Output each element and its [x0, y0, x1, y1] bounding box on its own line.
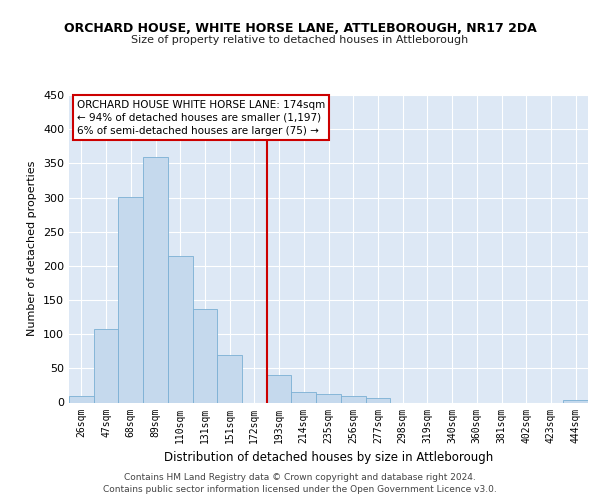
- Bar: [94, 328, 118, 402]
- Y-axis label: Number of detached properties: Number of detached properties: [28, 161, 37, 336]
- Text: Size of property relative to detached houses in Attleborough: Size of property relative to detached ho…: [131, 35, 469, 45]
- Bar: [143, 156, 168, 402]
- Bar: [193, 309, 217, 402]
- Text: ORCHARD HOUSE, WHITE HORSE LANE, ATTLEBOROUGH, NR17 2DA: ORCHARD HOUSE, WHITE HORSE LANE, ATTLEBO…: [64, 22, 536, 36]
- Bar: [341, 396, 365, 402]
- Bar: [118, 197, 143, 402]
- Text: ORCHARD HOUSE WHITE HORSE LANE: 174sqm
← 94% of detached houses are smaller (1,1: ORCHARD HOUSE WHITE HORSE LANE: 174sqm ←…: [77, 100, 325, 136]
- Bar: [267, 375, 292, 402]
- Bar: [316, 394, 341, 402]
- Bar: [217, 354, 242, 403]
- X-axis label: Distribution of detached houses by size in Attleborough: Distribution of detached houses by size …: [164, 451, 493, 464]
- Bar: [168, 256, 193, 402]
- Bar: [365, 398, 390, 402]
- Bar: [563, 400, 588, 402]
- Bar: [292, 392, 316, 402]
- Bar: [69, 396, 94, 402]
- Text: Contains HM Land Registry data © Crown copyright and database right 2024.
Contai: Contains HM Land Registry data © Crown c…: [103, 472, 497, 494]
